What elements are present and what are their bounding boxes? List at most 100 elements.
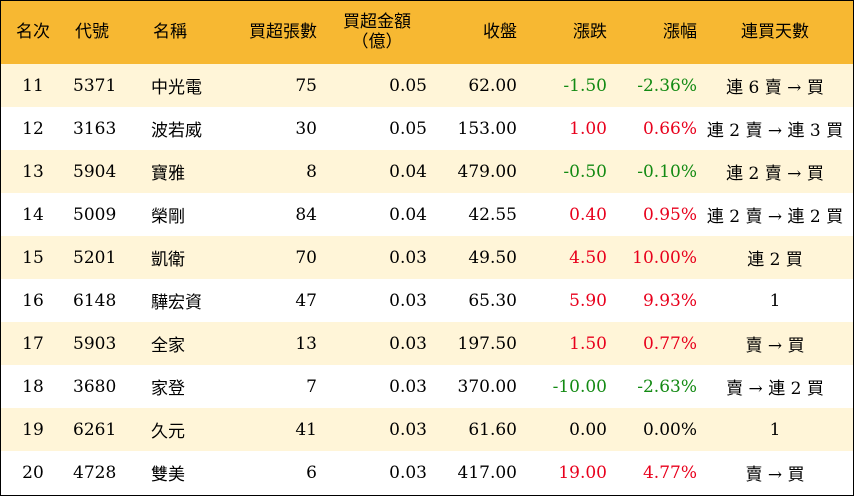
cell-close: 61.60 (468, 419, 517, 440)
cell-close: 370.00 (457, 376, 517, 397)
cell-change-pct: 4.77% (642, 462, 697, 483)
header-change: 漲跌 (573, 21, 607, 42)
cell-rank: 16 (22, 290, 44, 311)
cell-rank: 20 (22, 462, 44, 483)
table-row: 11 5371 中光電 75 0.05 62.00 -1.50 -2.36% 連 6 賣 → 買 (1, 64, 853, 107)
header-amount-line2: （億） (351, 31, 403, 52)
cell-code: 5201 (73, 247, 117, 268)
cell-change-pct: 10.00% (632, 247, 697, 268)
cell-rank: 17 (22, 333, 44, 354)
table-body: 11 5371 中光電 75 0.05 62.00 -1.50 -2.36% 連 6 賣 → 買… (1, 64, 853, 494)
cell-close: 417.00 (457, 462, 517, 483)
cell-change: 0.40 (569, 204, 607, 225)
cell-code: 5009 (73, 204, 117, 225)
cell-change-pct: 0.00% (642, 419, 697, 440)
cell-rank: 19 (22, 419, 44, 440)
cell-code: 5904 (73, 161, 117, 182)
cell-net-buy-amount: 0.03 (389, 290, 427, 311)
table-row: 19 6261 久元 41 0.03 61.60 0.00 0.00% 1 (1, 408, 853, 451)
cell-code: 3163 (73, 118, 117, 139)
cell-net-buy-amount: 0.05 (389, 118, 427, 139)
cell-name: 波若威 (151, 121, 202, 141)
cell-close: 65.30 (468, 290, 517, 311)
cell-code: 3680 (73, 376, 117, 397)
cell-close: 479.00 (457, 161, 517, 182)
cell-net-buy-lots: 13 (295, 333, 317, 354)
header-name: 名稱 (153, 21, 187, 42)
cell-change: 4.50 (569, 247, 607, 268)
table-row: 18 3680 家登 7 0.03 370.00 -10.00 -2.63% 賣 → 連 2 買 (1, 365, 853, 408)
cell-net-buy-amount: 0.03 (389, 376, 427, 397)
cell-change: 0.00 (569, 419, 607, 440)
cell-change-pct: -2.36% (637, 75, 697, 96)
cell-consecutive-days: 連 2 買 (747, 250, 803, 270)
table-row: 20 4728 雙美 6 0.03 417.00 19.00 4.77% 賣 → 買 (1, 451, 853, 494)
cell-change: -10.00 (552, 376, 607, 397)
cell-name: 凱衛 (151, 250, 185, 270)
header-amount-line1: 買超金額 (343, 11, 411, 32)
cell-net-buy-lots: 47 (295, 290, 317, 311)
cell-net-buy-amount: 0.04 (389, 161, 427, 182)
cell-name: 驊宏資 (151, 293, 202, 313)
cell-name: 雙美 (151, 465, 185, 485)
cell-name: 家登 (151, 379, 185, 399)
cell-consecutive-days: 賣 → 買 (745, 465, 805, 485)
cell-code: 6261 (73, 419, 117, 440)
cell-consecutive-days: 連 2 賣 → 連 2 買 (706, 207, 844, 227)
cell-consecutive-days: 1 (769, 290, 781, 311)
cell-net-buy-amount: 0.04 (389, 204, 427, 225)
cell-change-pct: 0.95% (642, 204, 697, 225)
cell-net-buy-lots: 41 (295, 419, 317, 440)
cell-consecutive-days: 連 2 賣 → 買 (726, 164, 824, 184)
cell-close: 197.50 (457, 333, 517, 354)
cell-code: 5371 (73, 75, 117, 96)
cell-consecutive-days: 連 6 賣 → 買 (726, 78, 824, 98)
cell-net-buy-amount: 0.03 (389, 419, 427, 440)
cell-change: 19.00 (558, 462, 607, 483)
cell-net-buy-amount: 0.03 (389, 462, 427, 483)
cell-name: 中光電 (151, 78, 202, 98)
header-net-buy-amount: 買超金額 （億） (317, 1, 427, 64)
cell-close: 49.50 (468, 247, 517, 268)
cell-name: 榮剛 (151, 207, 185, 227)
cell-consecutive-days: 1 (769, 419, 781, 440)
table-row: 12 3163 波若威 30 0.05 153.00 1.00 0.66% 連 2 賣 → 連 … (1, 107, 853, 150)
cell-code: 6148 (73, 290, 117, 311)
cell-change: 5.90 (569, 290, 607, 311)
table-row: 17 5903 全家 13 0.03 197.50 1.50 0.77% 賣 → 買 (1, 322, 853, 365)
cell-rank: 15 (22, 247, 44, 268)
cell-change: -1.50 (563, 75, 607, 96)
cell-code: 4728 (73, 462, 117, 483)
cell-rank: 13 (22, 161, 44, 182)
cell-name: 久元 (151, 422, 185, 442)
table-row: 13 5904 寶雅 8 0.04 479.00 -0.50 -0.10% 連 2 賣 → 買 (1, 150, 853, 193)
cell-net-buy-lots: 84 (295, 204, 317, 225)
cell-close: 153.00 (457, 118, 517, 139)
cell-net-buy-amount: 0.05 (389, 75, 427, 96)
cell-net-buy-lots: 7 (306, 376, 317, 397)
cell-net-buy-lots: 30 (295, 118, 317, 139)
cell-change: 1.50 (569, 333, 607, 354)
cell-net-buy-amount: 0.03 (389, 247, 427, 268)
cell-consecutive-days: 賣 → 買 (745, 336, 805, 356)
table-row: 16 6148 驊宏資 47 0.03 65.30 5.90 9.93% 1 (1, 279, 853, 322)
header-close: 收盤 (483, 21, 517, 42)
header-code: 代號 (75, 21, 109, 42)
header-consecutive-days: 連買天數 (741, 21, 809, 42)
cell-rank: 12 (22, 118, 44, 139)
cell-consecutive-days: 賣 → 連 2 買 (726, 379, 824, 399)
cell-rank: 11 (22, 75, 44, 96)
cell-consecutive-days: 連 2 賣 → 連 3 買 (706, 121, 844, 141)
table-header-row: 名次 代號 名稱 買超張數 買超金額 （億） 收盤 漲跌 漲幅 連買天數 (1, 1, 853, 64)
cell-change: 1.00 (569, 118, 607, 139)
cell-name: 全家 (151, 336, 185, 356)
header-change-pct: 漲幅 (663, 21, 697, 42)
cell-name: 寶雅 (151, 164, 185, 184)
cell-code: 5903 (73, 333, 117, 354)
cell-change-pct: -0.10% (637, 161, 697, 182)
cell-close: 42.55 (468, 204, 517, 225)
cell-change-pct: -2.63% (637, 376, 697, 397)
cell-net-buy-lots: 75 (295, 75, 317, 96)
